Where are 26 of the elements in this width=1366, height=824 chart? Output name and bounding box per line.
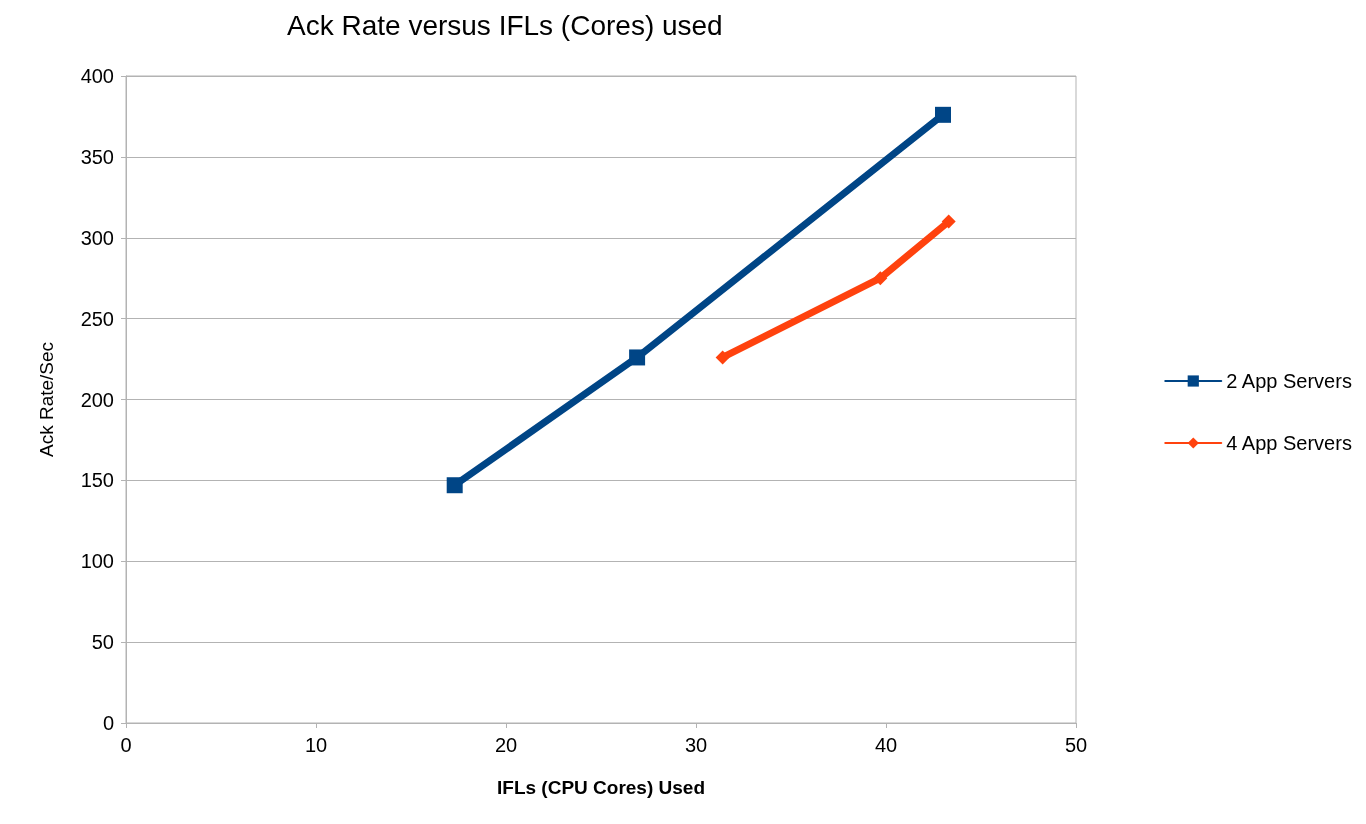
y-tick-label: 150 (80, 469, 114, 492)
legend-label: 4 App Servers (1226, 432, 1352, 454)
x-axis-title: IFLs (CPU Cores) Used (497, 777, 705, 798)
legend-label: 2 App Servers (1226, 370, 1352, 392)
point (446, 477, 463, 494)
y-tick-label: 100 (80, 550, 114, 573)
point (935, 106, 951, 123)
x-tick-label: 0 (120, 734, 132, 756)
y-tick-label: 300 (80, 226, 114, 249)
point (941, 214, 956, 229)
x-tick-label: 30 (684, 734, 708, 756)
point (715, 350, 730, 365)
point (629, 349, 646, 366)
y-tick-label: 200 (80, 388, 114, 411)
y-tick-label: 400 (80, 65, 114, 87)
x-tick-label: 40 (874, 734, 898, 756)
point (873, 271, 888, 286)
x-tick-label: 50 (1064, 734, 1088, 756)
y-tick-label: 350 (80, 145, 114, 168)
y-tick-label: 50 (91, 631, 114, 654)
y-tick-label: 0 (102, 712, 114, 734)
y-axis-title: Ack Rate/Sec (36, 341, 57, 458)
x-tick-label: 20 (494, 734, 518, 756)
y-tick-label: 250 (80, 307, 114, 330)
chart-title: Ack Rate versus IFLs (Cores) used (287, 9, 723, 41)
x-tick-label: 10 (304, 734, 328, 756)
